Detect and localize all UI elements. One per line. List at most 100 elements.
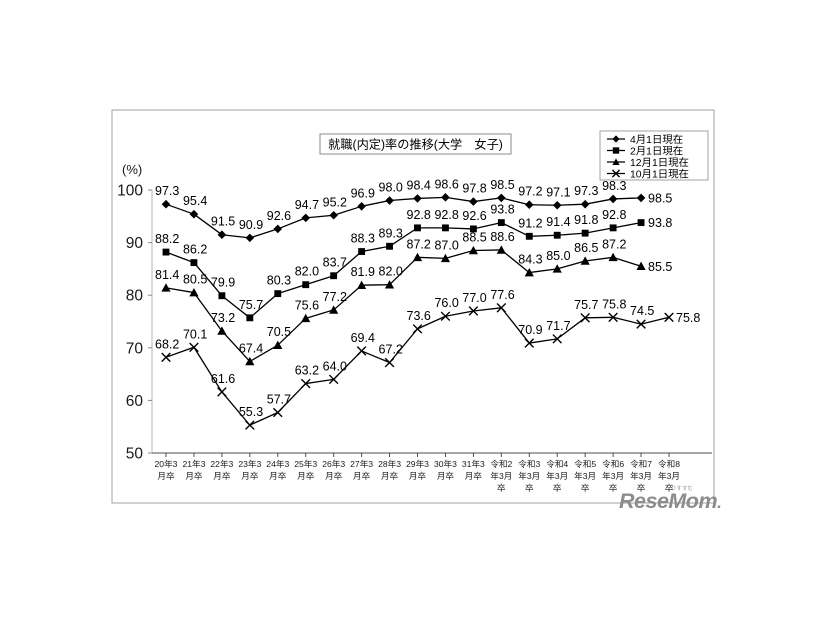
svg-text:27年3: 27年3 [350, 458, 373, 469]
svg-text:年3月: 年3月 [546, 470, 568, 481]
svg-text:令和8: 令和8 [658, 458, 680, 469]
svg-text:75.8: 75.8 [676, 311, 700, 325]
svg-text:80.5: 80.5 [183, 273, 207, 287]
svg-text:69.4: 69.4 [351, 331, 375, 345]
svg-text:57.7: 57.7 [267, 393, 291, 407]
svg-text:2月1日現在: 2月1日現在 [630, 145, 683, 157]
svg-text:95.4: 95.4 [183, 194, 207, 208]
svg-text:96.9: 96.9 [351, 186, 375, 200]
svg-text:70.1: 70.1 [183, 327, 207, 341]
svg-text:就職(内定)率の推移(大学 女子): 就職(内定)率の推移(大学 女子) [328, 137, 503, 152]
svg-text:100: 100 [117, 183, 143, 200]
svg-text:29年3: 29年3 [406, 458, 429, 469]
svg-text:83.7: 83.7 [323, 256, 347, 270]
svg-text:75.7: 75.7 [239, 298, 263, 312]
svg-text:月卒: 月卒 [325, 470, 343, 481]
svg-text:91.2: 91.2 [518, 216, 542, 230]
svg-text:77.2: 77.2 [323, 290, 347, 304]
svg-text:81.4: 81.4 [155, 268, 179, 282]
svg-text:80: 80 [126, 288, 144, 305]
svg-text:76.0: 76.0 [434, 296, 458, 310]
svg-text:卒: 卒 [581, 482, 590, 493]
svg-text:月卒: 月卒 [213, 470, 231, 481]
svg-text:68.2: 68.2 [155, 337, 179, 351]
svg-text:77.6: 77.6 [490, 288, 514, 302]
svg-text:97.2: 97.2 [518, 185, 542, 199]
svg-text:88.5: 88.5 [462, 230, 486, 244]
svg-text:89.3: 89.3 [379, 226, 403, 240]
svg-text:10月1日現在: 10月1日現在 [630, 168, 689, 180]
svg-text:71.7: 71.7 [546, 319, 570, 333]
svg-text:73.6: 73.6 [407, 309, 431, 323]
svg-text:61.6: 61.6 [211, 372, 235, 386]
svg-text:97.3: 97.3 [155, 184, 179, 198]
svg-text:令和4: 令和4 [546, 458, 568, 469]
svg-text:91.8: 91.8 [574, 213, 598, 227]
svg-text:28年3: 28年3 [378, 458, 401, 469]
svg-text:87.0: 87.0 [434, 238, 458, 252]
svg-text:令和5: 令和5 [574, 458, 596, 469]
svg-text:令和3: 令和3 [518, 458, 540, 469]
svg-text:卒: 卒 [525, 482, 534, 493]
svg-text:75.6: 75.6 [295, 298, 319, 312]
svg-text:84.3: 84.3 [518, 253, 542, 267]
svg-text:77.0: 77.0 [462, 291, 486, 305]
svg-text:21年3: 21年3 [182, 458, 205, 469]
svg-text:94.7: 94.7 [295, 198, 319, 212]
svg-text:月卒: 月卒 [409, 470, 427, 481]
svg-text:50: 50 [126, 446, 144, 463]
svg-text:98.3: 98.3 [602, 179, 626, 193]
svg-text:92.8: 92.8 [407, 208, 431, 222]
svg-text:92.6: 92.6 [462, 209, 486, 223]
svg-text:令和6: 令和6 [602, 458, 624, 469]
svg-text:月卒: 月卒 [157, 470, 175, 481]
svg-text:年3月: 年3月 [630, 470, 652, 481]
svg-text:月卒: 月卒 [269, 470, 287, 481]
svg-text:98.0: 98.0 [379, 181, 403, 195]
svg-text:88.2: 88.2 [155, 232, 179, 246]
svg-text:91.4: 91.4 [546, 215, 570, 229]
svg-text:93.8: 93.8 [490, 203, 514, 217]
svg-text:20年3: 20年3 [155, 458, 178, 469]
svg-text:月卒: 月卒 [465, 470, 483, 481]
svg-text:81.9: 81.9 [351, 265, 375, 279]
svg-text:55.3: 55.3 [239, 405, 263, 419]
svg-text:93.8: 93.8 [648, 216, 672, 230]
svg-text:年3月: 年3月 [490, 470, 512, 481]
svg-text:88.3: 88.3 [351, 232, 375, 246]
svg-text:82.0: 82.0 [379, 265, 403, 279]
svg-text:64.0: 64.0 [323, 359, 347, 373]
svg-text:74.5: 74.5 [630, 304, 654, 318]
svg-text:30年3: 30年3 [434, 458, 457, 469]
svg-text:98.4: 98.4 [407, 178, 431, 192]
svg-text:月卒: 月卒 [437, 470, 455, 481]
svg-text:92.8: 92.8 [602, 208, 626, 222]
svg-text:98.5: 98.5 [490, 178, 514, 192]
svg-text:67.2: 67.2 [379, 343, 403, 357]
svg-text:70.5: 70.5 [267, 325, 291, 339]
svg-text:91.5: 91.5 [211, 215, 235, 229]
svg-text:年3月: 年3月 [658, 470, 680, 481]
svg-text:97.1: 97.1 [546, 185, 570, 199]
svg-text:92.8: 92.8 [434, 208, 458, 222]
svg-text:卒: 卒 [553, 482, 562, 493]
svg-text:90: 90 [126, 235, 144, 252]
svg-text:25年3: 25年3 [294, 458, 317, 469]
svg-text:90.9: 90.9 [239, 218, 263, 232]
svg-text:87.2: 87.2 [407, 237, 431, 251]
svg-text:年3月: 年3月 [602, 470, 624, 481]
svg-text:12月1日現在: 12月1日現在 [630, 157, 689, 169]
svg-text:79.9: 79.9 [211, 276, 235, 290]
svg-text:63.2: 63.2 [295, 364, 319, 378]
svg-text:97.3: 97.3 [574, 184, 598, 198]
svg-text:92.6: 92.6 [267, 209, 291, 223]
svg-text:60: 60 [126, 393, 144, 410]
svg-text:卒: 卒 [497, 482, 506, 493]
svg-text:26年3: 26年3 [322, 458, 345, 469]
svg-text:月卒: 月卒 [353, 470, 371, 481]
svg-text:令和2: 令和2 [490, 458, 512, 469]
svg-text:23年3: 23年3 [238, 458, 261, 469]
svg-text:月卒: 月卒 [241, 470, 259, 481]
svg-text:月卒: 月卒 [185, 470, 203, 481]
svg-text:70: 70 [126, 340, 144, 357]
